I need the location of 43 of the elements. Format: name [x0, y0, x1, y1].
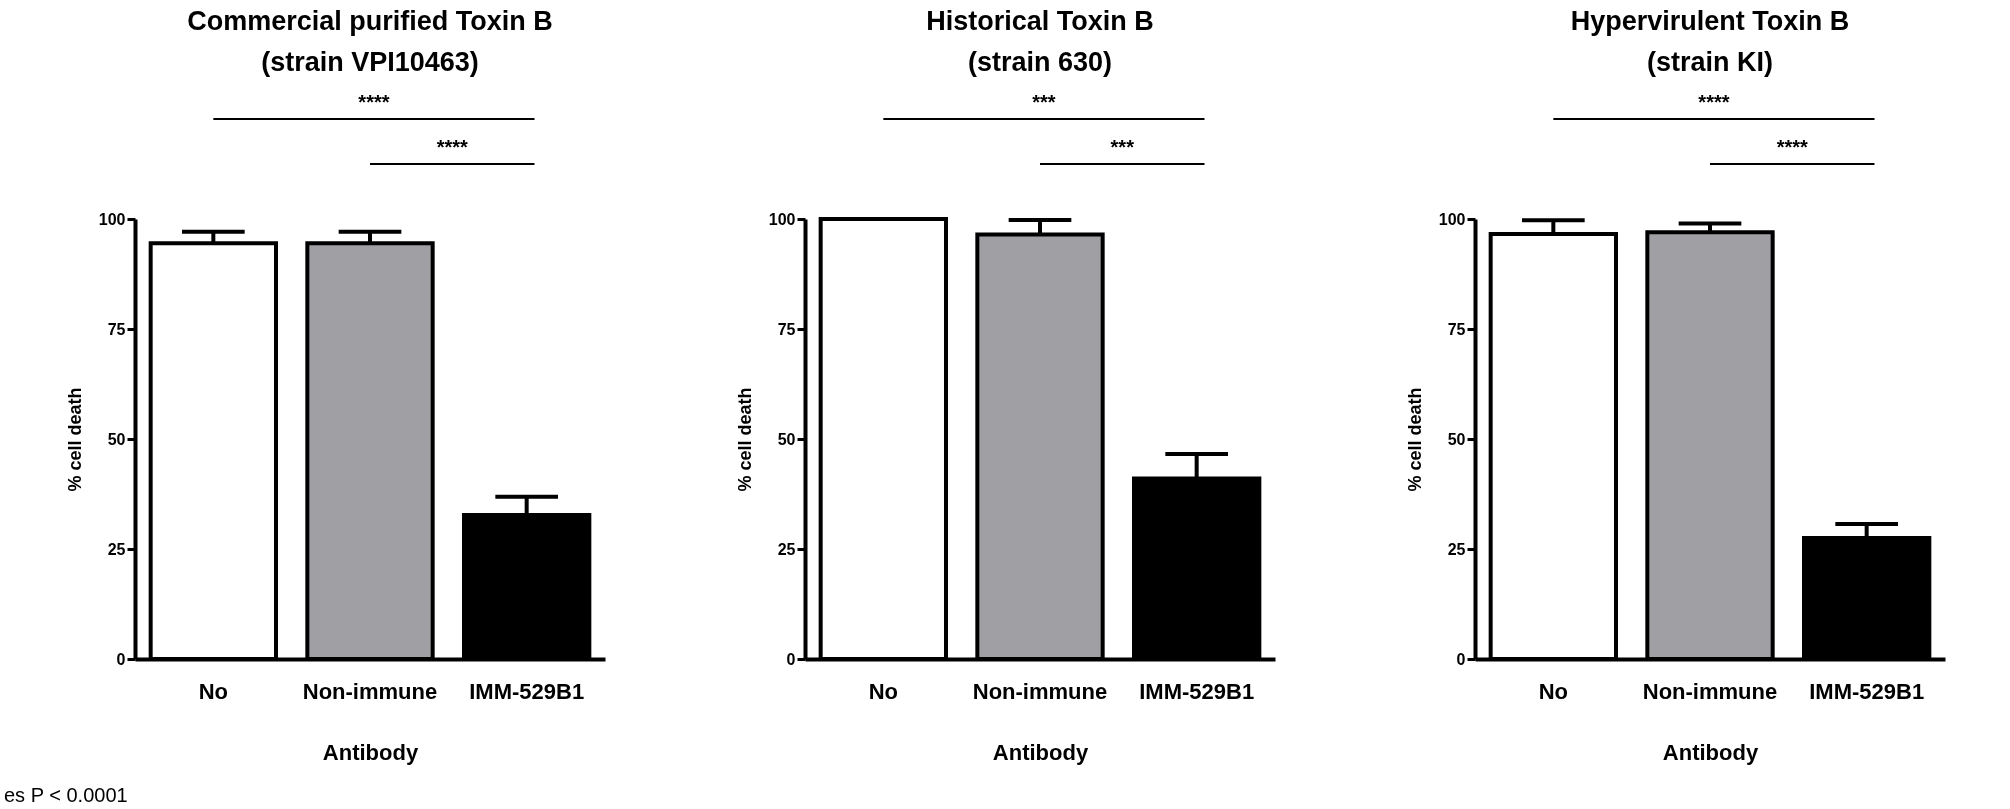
text: *** [1110, 136, 1134, 158]
chart-title: Hypervirulent Toxin B [1570, 6, 1849, 36]
chart-title: Historical Toxin B [925, 6, 1154, 36]
text: **** [357, 91, 390, 113]
x-tick-label: IMM-529B1 [1808, 678, 1924, 704]
chart-subtitle: (strain KI) [1646, 47, 1773, 77]
x-tick-label: No [198, 678, 228, 704]
x-tick-label: Non-immune [972, 678, 1107, 704]
chart-subtitle: (strain 630) [967, 47, 1112, 77]
text: **** [436, 136, 468, 158]
y-tick-label: 25 [1447, 540, 1466, 558]
text: es P < 0.0001 [4, 784, 128, 807]
y-tick-label: 50 [107, 430, 126, 448]
text: *** [1031, 91, 1056, 113]
y-tick-label: 50 [777, 430, 796, 448]
x-tick-label: IMM-529B1 [468, 678, 584, 704]
y-axis-title: % cell death [1404, 387, 1425, 492]
x-tick-label: No [868, 678, 898, 704]
text: **** [1776, 136, 1808, 158]
y-tick-label: 75 [1447, 320, 1466, 338]
y-tick-label: 75 [107, 320, 126, 338]
x-tick-label: Non-immune [1642, 678, 1777, 704]
x-axis-title: Antibody [1662, 739, 1759, 765]
y-tick-label: 100 [1438, 210, 1466, 228]
chart-subtitle: (strain VPI10463) [260, 47, 479, 77]
chart-title: Commercial purified Toxin B [186, 6, 553, 36]
text: **** [1697, 91, 1730, 113]
y-tick-label: 50 [1447, 430, 1466, 448]
y-axis-title: % cell death [64, 387, 85, 492]
y-tick-label: 0 [116, 650, 126, 668]
y-tick-label: 75 [777, 320, 796, 338]
x-tick-label: Non-immune [302, 678, 437, 704]
x-axis-title: Antibody [992, 739, 1089, 765]
y-axis-title: % cell death [734, 387, 755, 492]
y-tick-label: 100 [768, 210, 796, 228]
x-tick-label: No [1538, 678, 1568, 704]
x-tick-label: IMM-529B1 [1138, 678, 1254, 704]
y-tick-label: 25 [777, 540, 796, 558]
y-tick-label: 0 [786, 650, 796, 668]
y-tick-label: 100 [98, 210, 126, 228]
y-tick-label: 0 [1456, 650, 1466, 668]
x-axis-title: Antibody [322, 739, 419, 765]
y-tick-label: 25 [107, 540, 126, 558]
